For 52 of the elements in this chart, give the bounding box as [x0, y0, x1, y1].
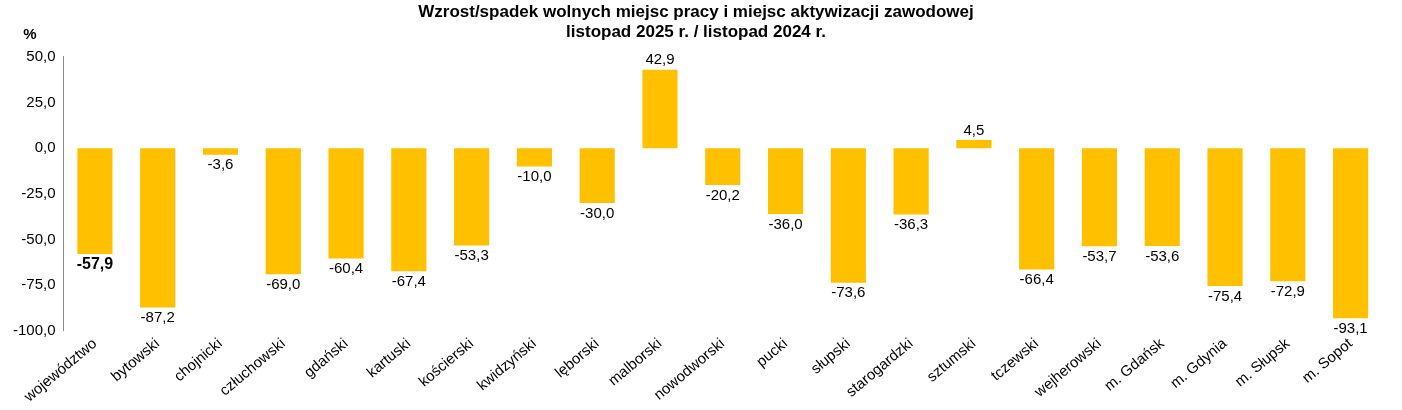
bar	[77, 148, 113, 254]
bar	[328, 148, 364, 259]
bar	[579, 148, 615, 203]
bar	[705, 148, 741, 186]
bar	[1333, 148, 1369, 319]
bar	[391, 148, 427, 272]
data-label: -87,2	[140, 308, 175, 326]
bar	[1019, 148, 1055, 270]
data-label: -60,4	[328, 259, 364, 277]
bar	[767, 148, 804, 214]
data-label: 42,9	[645, 50, 675, 68]
bar	[1207, 148, 1243, 286]
data-label: -67,4	[391, 271, 426, 289]
data-label: -30,0	[580, 203, 615, 221]
data-label: -57,9	[76, 255, 114, 273]
data-label: -66,4	[1019, 270, 1054, 288]
bar	[956, 139, 992, 149]
bar	[140, 148, 176, 308]
bar	[454, 148, 490, 246]
y-tick-label: -25,0	[21, 183, 56, 201]
y-tick-label: -50,0	[21, 229, 56, 247]
y-tick-label: 0,0	[34, 138, 56, 156]
data-label: -3,6	[207, 155, 234, 173]
bar	[1081, 148, 1118, 247]
data-label: -72,9	[1270, 281, 1305, 299]
data-label: -69,0	[266, 274, 301, 292]
bar	[830, 148, 866, 283]
data-label: -93,1	[1333, 318, 1368, 336]
data-label: -73,6	[831, 283, 866, 301]
bar	[1144, 148, 1180, 247]
data-label: -36,3	[894, 215, 929, 233]
y-tick-label: -75,0	[21, 275, 56, 293]
data-label: -53,3	[454, 246, 489, 264]
bar	[516, 148, 552, 167]
data-label: -53,6	[1145, 246, 1180, 264]
y-tick-label: 50,0	[26, 46, 56, 64]
y-tick-label: 25,0	[26, 92, 56, 110]
data-label: -10,0	[517, 167, 552, 185]
bar	[202, 148, 239, 155]
bar	[265, 148, 301, 275]
data-label: -53,7	[1082, 246, 1117, 264]
data-label: -20,2	[705, 185, 740, 203]
y-axis-title: %	[23, 25, 37, 43]
bar	[1270, 148, 1306, 282]
data-label: -36,0	[768, 214, 803, 232]
data-label: 4,5	[963, 120, 985, 138]
data-label: -75,4	[1207, 286, 1243, 304]
y-tick-label: -100,0	[12, 321, 56, 339]
chart-subtitle: listopad 2025 r. / listopad 2024 r.	[566, 22, 826, 42]
chart-title: Wzrost/spadek wolnych miejsc pracy i miejsc aktywizacji zawodowej	[418, 1, 974, 21]
bar	[893, 148, 929, 215]
bar	[642, 69, 678, 149]
